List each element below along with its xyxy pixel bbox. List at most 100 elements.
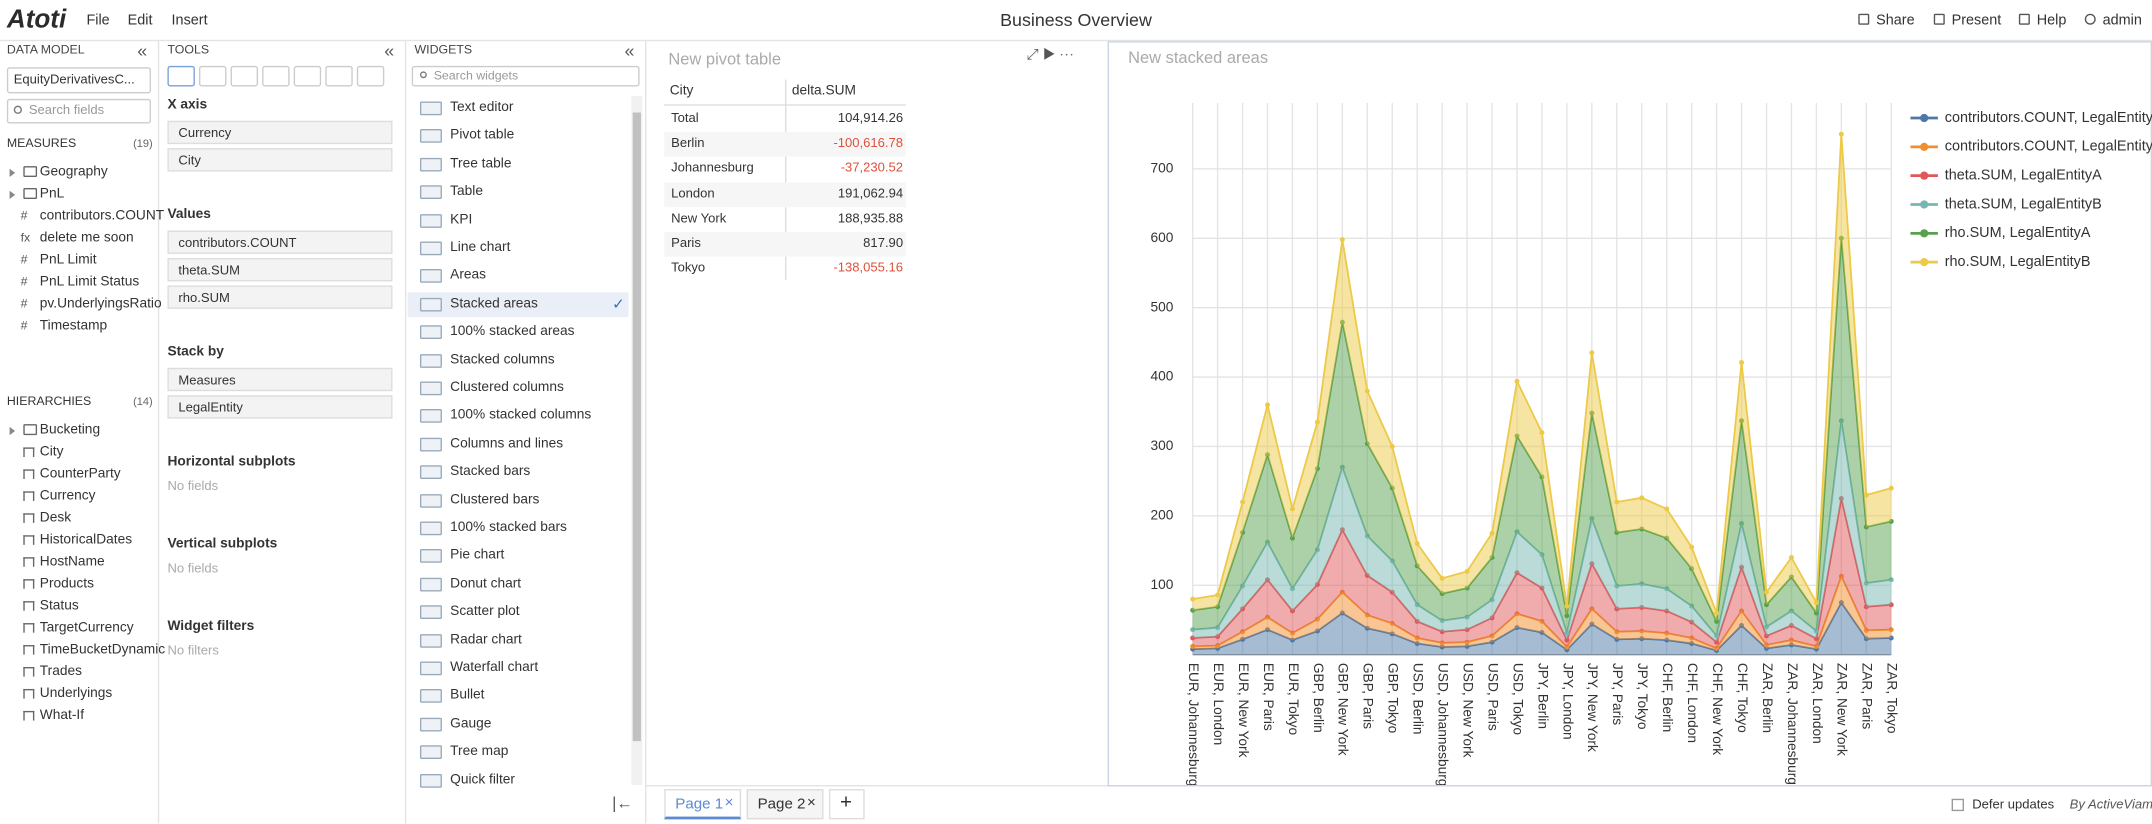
widget-label[interactable]: Table bbox=[450, 184, 483, 200]
hierarchy[interactable]: TimeBucketDynamic bbox=[39, 642, 166, 658]
measure[interactable]: Geography bbox=[39, 164, 108, 180]
measure[interactable]: pv.UnderlyingsRatio bbox=[39, 296, 162, 312]
collapse-bottom[interactable]: |← bbox=[612, 793, 633, 813]
collapse-button[interactable]: « bbox=[137, 39, 148, 61]
menu-item[interactable]: Insert bbox=[171, 12, 208, 29]
widget-item[interactable] bbox=[407, 292, 629, 317]
header-action[interactable]: Help bbox=[2036, 12, 2067, 29]
logo[interactable]: Atoti bbox=[6, 5, 67, 35]
field-chip[interactable]: City bbox=[167, 148, 393, 172]
defer-checkbox[interactable] bbox=[1951, 798, 1964, 812]
expand-caret[interactable] bbox=[9, 168, 16, 178]
tool-tab[interactable] bbox=[293, 65, 322, 87]
field-chip[interactable]: LegalEntity bbox=[167, 395, 393, 419]
column-header[interactable]: City bbox=[669, 83, 694, 99]
widget-label[interactable]: Text editor bbox=[450, 100, 514, 116]
row-label[interactable]: New York bbox=[671, 211, 727, 227]
widget-label[interactable]: Pivot table bbox=[450, 128, 515, 144]
widget-label[interactable]: Stacked columns bbox=[450, 352, 555, 368]
row-label[interactable]: Johannesburg bbox=[671, 161, 754, 177]
tool-tab[interactable] bbox=[325, 65, 353, 87]
hierarchy[interactable]: Underlyings bbox=[39, 686, 113, 702]
widget-label[interactable]: Pie chart bbox=[450, 548, 505, 564]
field-chip[interactable]: theta.SUM bbox=[167, 258, 393, 282]
widget-label[interactable]: Gauge bbox=[450, 716, 492, 732]
measure[interactable]: contributors.COUNT bbox=[39, 208, 165, 224]
row-label[interactable]: Paris bbox=[671, 236, 701, 252]
hierarchy[interactable]: What-If bbox=[39, 708, 85, 724]
menu-item[interactable]: Edit bbox=[127, 12, 153, 29]
measure[interactable]: PnL Limit Status bbox=[39, 274, 140, 290]
field-chip[interactable]: rho.SUM bbox=[167, 285, 393, 309]
expand-caret[interactable] bbox=[9, 426, 16, 436]
hierarchy[interactable]: Desk bbox=[39, 510, 72, 526]
scrollbar-thumb[interactable] bbox=[632, 112, 641, 742]
widget-label[interactable]: Clustered columns bbox=[450, 380, 564, 396]
row-label[interactable]: Tokyo bbox=[671, 261, 706, 277]
widget-label[interactable]: Quick filter bbox=[450, 772, 515, 788]
widget-label[interactable]: Areas bbox=[450, 268, 487, 284]
row-label[interactable]: Berlin bbox=[671, 136, 705, 152]
tab-close[interactable]: × bbox=[807, 794, 816, 812]
widget-label[interactable]: Scatter plot bbox=[450, 604, 520, 620]
widget-label[interactable]: 100% stacked bars bbox=[450, 520, 567, 536]
hierarchy[interactable]: Products bbox=[39, 576, 94, 592]
tool-tab[interactable] bbox=[230, 65, 259, 87]
search-box[interactable] bbox=[411, 65, 640, 87]
header-action[interactable]: admin bbox=[2102, 12, 2142, 29]
search-box[interactable] bbox=[6, 98, 151, 124]
collapse-button[interactable]: « bbox=[624, 39, 635, 61]
cube-select[interactable]: EquityDerivativesC... bbox=[6, 67, 151, 94]
hierarchy[interactable]: TargetCurrency bbox=[39, 620, 134, 636]
hierarchy[interactable]: City bbox=[39, 444, 64, 460]
widget-label[interactable]: Line chart bbox=[450, 240, 511, 256]
collapse-button[interactable]: « bbox=[384, 39, 395, 61]
tool-tab[interactable] bbox=[356, 65, 385, 87]
add-tab[interactable]: + bbox=[839, 790, 852, 814]
hierarchy[interactable]: HistoricalDates bbox=[39, 532, 133, 548]
widget-label[interactable]: KPI bbox=[450, 212, 473, 228]
hierarchy[interactable]: HostName bbox=[39, 554, 105, 570]
hierarchy[interactable]: CounterParty bbox=[39, 466, 121, 482]
tool-tab[interactable] bbox=[199, 65, 227, 87]
widget-label[interactable]: Stacked bars bbox=[450, 464, 531, 480]
expand-caret[interactable] bbox=[9, 190, 16, 200]
widget-label[interactable]: Waterfall chart bbox=[450, 660, 539, 676]
widget-label[interactable]: Donut chart bbox=[450, 576, 522, 592]
page-tab-label[interactable]: Page 2 bbox=[757, 796, 806, 813]
row-label[interactable]: Total bbox=[671, 111, 699, 127]
measure[interactable]: Timestamp bbox=[39, 318, 108, 334]
header-action[interactable]: Present bbox=[1951, 12, 2002, 29]
widget-label[interactable]: 100% stacked columns bbox=[450, 408, 592, 424]
page-tab-label[interactable]: Page 1 bbox=[675, 796, 724, 813]
widget-menu[interactable]: ⤢ ▶ ⋯ bbox=[1026, 46, 1075, 64]
field-chip[interactable]: Currency bbox=[167, 120, 393, 145]
hierarchy[interactable]: Bucketing bbox=[39, 422, 101, 438]
add-tab-box[interactable] bbox=[828, 789, 865, 820]
hierarchy[interactable]: Currency bbox=[39, 488, 96, 504]
widget-label[interactable]: 100% stacked areas bbox=[450, 324, 575, 340]
menu-item[interactable]: File bbox=[86, 12, 110, 29]
field-chip[interactable]: Measures bbox=[167, 367, 393, 392]
header-action[interactable]: Share bbox=[1876, 12, 1915, 29]
page-tab[interactable] bbox=[664, 789, 742, 820]
field-chip[interactable]: contributors.COUNT bbox=[167, 230, 393, 254]
row-label[interactable]: London bbox=[671, 186, 715, 202]
widget-label[interactable]: Bullet bbox=[450, 688, 485, 704]
widget-label[interactable]: Tree table bbox=[450, 156, 512, 172]
widget-label[interactable]: Stacked areas bbox=[450, 296, 538, 312]
column-header[interactable]: delta.SUM bbox=[791, 83, 856, 99]
tab-close[interactable]: × bbox=[724, 794, 734, 812]
widget-label[interactable]: Radar chart bbox=[450, 632, 522, 648]
measure[interactable]: PnL Limit bbox=[39, 252, 97, 268]
measure[interactable]: PnL bbox=[39, 186, 65, 202]
widget-label[interactable]: Clustered bars bbox=[450, 492, 540, 508]
widget-label[interactable]: Columns and lines bbox=[450, 436, 564, 452]
tool-tab[interactable] bbox=[167, 65, 195, 87]
hierarchy[interactable]: Status bbox=[39, 598, 79, 614]
page-tab[interactable] bbox=[746, 789, 824, 820]
widget-label[interactable]: Tree map bbox=[450, 744, 509, 760]
tool-tab[interactable] bbox=[262, 65, 290, 87]
hierarchy[interactable]: Trades bbox=[39, 664, 83, 680]
measure[interactable]: delete me soon bbox=[39, 230, 134, 246]
